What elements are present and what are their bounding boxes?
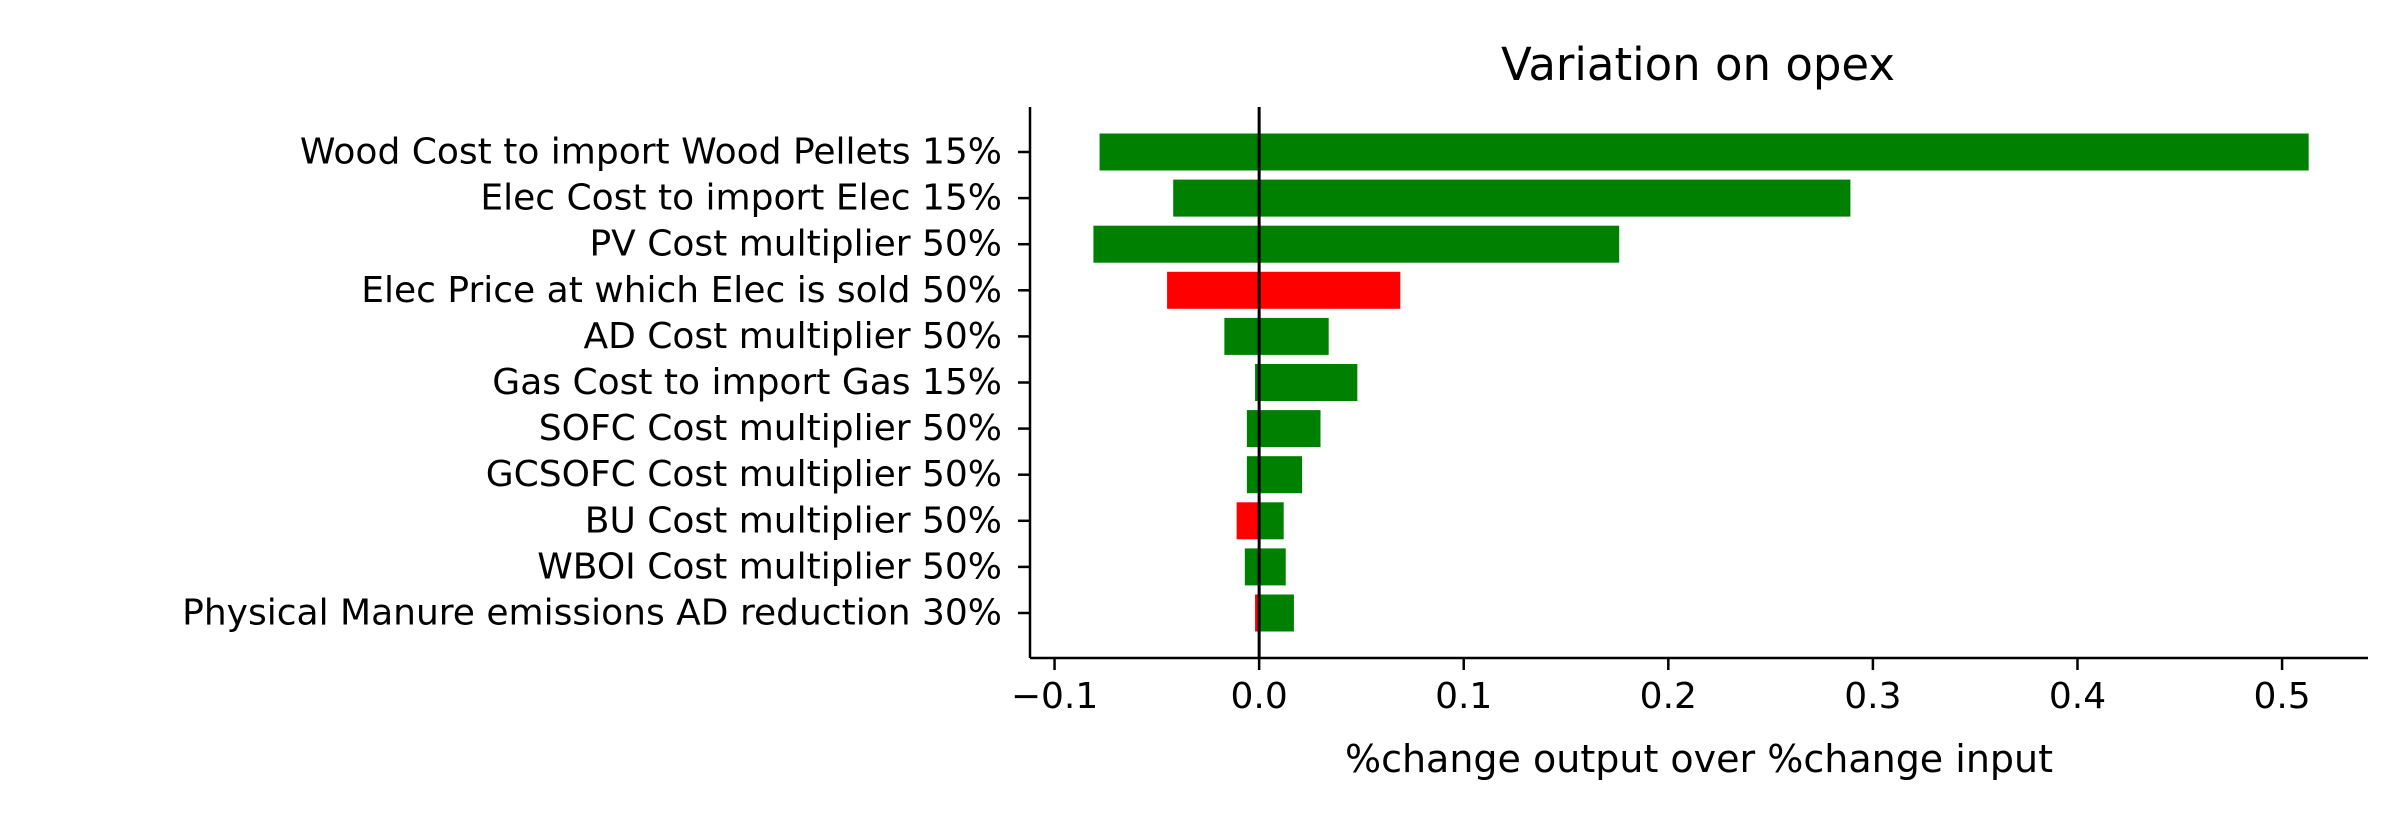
category-label-2: PV Cost multiplier 50%: [589, 224, 1002, 265]
x-ticks-group: −0.1 0.0 0.1 0.2 0.3 0.4 0.5: [1011, 658, 2311, 717]
bar-high-10: [1259, 594, 1294, 632]
bar-high-2: [1259, 225, 1620, 263]
category-label-0: Wood Cost to import Wood Pellets 15%: [300, 132, 1002, 173]
x-tick-label-4: 0.3: [1844, 676, 1901, 717]
bar-high-9: [1259, 548, 1286, 586]
bar-low-0: [1099, 133, 1260, 171]
category-label-7: GCSOFC Cost multiplier 50%: [486, 454, 1002, 495]
bar-low-10: [1255, 594, 1260, 632]
bar-high-0: [1259, 133, 2309, 171]
x-tick-label-2: 0.1: [1435, 676, 1492, 717]
bar-low-6: [1246, 410, 1260, 448]
y-ticks-group: Wood Cost to import Wood Pellets 15% Elec…: [182, 132, 1030, 634]
x-tick-label-1: 0.0: [1231, 676, 1288, 717]
bar-low-7: [1246, 456, 1260, 494]
bar-high-7: [1259, 456, 1303, 494]
category-label-6: SOFC Cost multiplier 50%: [539, 408, 1002, 449]
category-label-8: BU Cost multiplier 50%: [585, 500, 1002, 541]
category-label-1: Elec Cost to import Elec 15%: [480, 178, 1002, 219]
bar-low-1: [1173, 179, 1260, 217]
x-tick-label-6: 0.5: [2253, 676, 2310, 717]
bar-low-5: [1255, 364, 1260, 401]
category-label-4: AD Cost multiplier 50%: [583, 316, 1002, 357]
bar-low-2: [1093, 225, 1260, 263]
bars-group: [1093, 133, 2309, 632]
category-label-5: Gas Cost to import Gas 15%: [492, 362, 1002, 403]
category-label-9: WBOI Cost multiplier 50%: [537, 546, 1002, 587]
x-tick-label-3: 0.2: [1640, 676, 1697, 717]
bar-high-6: [1259, 410, 1321, 448]
x-tick-label-0: −0.1: [1011, 676, 1098, 717]
bar-high-8: [1259, 502, 1284, 540]
category-label-10: Physical Manure emissions AD reduction 3…: [182, 593, 1002, 634]
category-label-3: Elec Price at which Elec is sold 50%: [361, 270, 1002, 311]
x-tick-label-5: 0.4: [2049, 676, 2106, 717]
bar-high-4: [1259, 317, 1329, 355]
x-axis-label: %change output over %change input: [1345, 737, 2053, 781]
bar-low-4: [1224, 317, 1260, 355]
bar-low-8: [1236, 502, 1260, 540]
bar-high-3: [1259, 271, 1401, 309]
bar-low-9: [1244, 548, 1260, 586]
chart-title: Variation on opex: [1501, 38, 1895, 91]
bar-high-5: [1259, 364, 1358, 401]
bar-low-3: [1167, 271, 1260, 309]
bar-high-1: [1259, 179, 1851, 217]
